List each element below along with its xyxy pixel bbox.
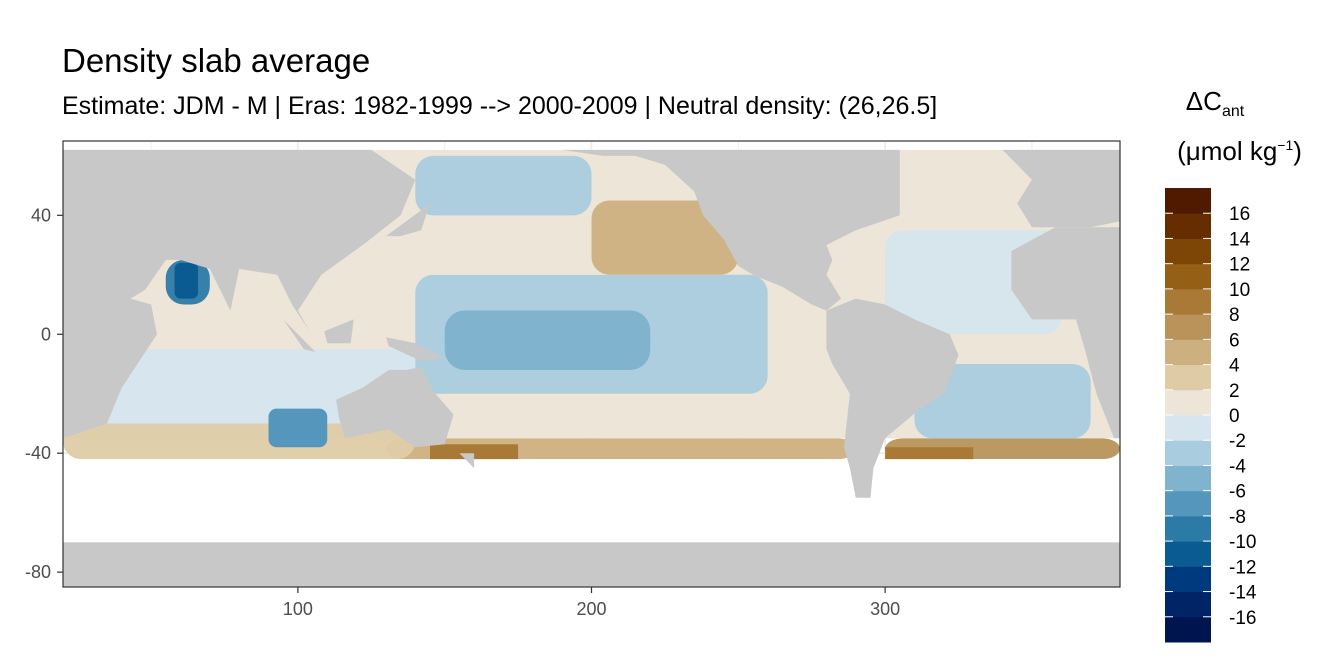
y-tick-label: -80 bbox=[25, 562, 51, 582]
colorbar-label: 10 bbox=[1229, 280, 1250, 301]
colorbar-swatch bbox=[1165, 263, 1211, 290]
colorbar-label: -2 bbox=[1229, 431, 1246, 452]
colorbar-label: 12 bbox=[1229, 255, 1250, 276]
legend-units: (μmol kg−1) bbox=[1177, 136, 1302, 166]
colorbar-label: -10 bbox=[1229, 532, 1256, 553]
ocean-cell bbox=[914, 364, 1091, 439]
colorbar-swatch bbox=[1165, 389, 1211, 416]
colorbar-swatch bbox=[1165, 591, 1211, 618]
legend-title: ΔCant bbox=[1185, 86, 1245, 120]
land-polygon bbox=[386, 337, 445, 361]
colorbar-label: -6 bbox=[1229, 482, 1246, 503]
colorbar-label: 0 bbox=[1229, 406, 1240, 427]
colorbar: 16 14 12 10 8 6 4 2 0 -2 -4 -6 -8 -10 -12 -14 -16 bbox=[1165, 188, 1257, 643]
land-polygon bbox=[336, 367, 454, 448]
colorbar-swatch bbox=[1165, 541, 1211, 567]
ocean-cell bbox=[415, 155, 592, 216]
colorbar-swatch bbox=[1165, 238, 1211, 265]
colorbar-label: 14 bbox=[1229, 229, 1251, 250]
land-mask bbox=[63, 149, 1120, 587]
land-polygon bbox=[459, 453, 475, 469]
chart-subtitle: Estimate: JDM - M | Eras: 1982-1999 --> … bbox=[62, 92, 938, 120]
colorbar-label: 6 bbox=[1229, 330, 1240, 351]
land-polygon bbox=[826, 298, 959, 498]
colorbar-swatch bbox=[1165, 188, 1211, 214]
ocean-cell bbox=[885, 447, 974, 463]
colorbar-swatch bbox=[1165, 566, 1211, 593]
colorbar-swatch bbox=[1165, 415, 1211, 441]
colorbar-swatch bbox=[1165, 515, 1211, 542]
colorbar-swatch bbox=[1165, 314, 1211, 340]
land-polygon bbox=[562, 149, 900, 311]
colorbar-swatch bbox=[1165, 465, 1211, 492]
land-polygon bbox=[63, 542, 1120, 587]
colorbar-swatch bbox=[1165, 440, 1211, 466]
x-tick-label: 300 bbox=[870, 599, 900, 619]
y-tick-label: 0 bbox=[41, 324, 51, 344]
land-polygon bbox=[386, 203, 430, 237]
colorbar-label: 16 bbox=[1229, 204, 1250, 225]
y-tick-label: 40 bbox=[31, 205, 51, 225]
colorbar-swatch bbox=[1165, 288, 1211, 315]
ocean-cell bbox=[591, 200, 739, 275]
x-tick-label: 200 bbox=[576, 599, 606, 619]
ocean-cell bbox=[174, 262, 199, 299]
colorbar-swatch bbox=[1165, 339, 1211, 366]
y-tick-label: -40 bbox=[25, 443, 51, 463]
colorbar-swatch bbox=[1165, 364, 1211, 391]
land-polygon bbox=[324, 319, 354, 344]
colorbar-label: 4 bbox=[1229, 356, 1240, 377]
colorbar-label: 8 bbox=[1229, 305, 1240, 326]
colorbar-label: 2 bbox=[1229, 381, 1240, 402]
land-polygon bbox=[63, 200, 181, 290]
colorbar-swatch bbox=[1165, 616, 1211, 643]
chart-title: Density slab average bbox=[62, 42, 371, 79]
ocean-cell bbox=[444, 310, 651, 370]
colorbar-label: -14 bbox=[1229, 583, 1257, 604]
land-polygon bbox=[1011, 227, 1120, 439]
colorbar-label: -4 bbox=[1229, 456, 1246, 477]
land-polygon bbox=[283, 319, 316, 353]
colorbar-swatch bbox=[1165, 213, 1211, 239]
land-polygon bbox=[1002, 149, 1120, 228]
x-tick-label: 100 bbox=[283, 599, 313, 619]
colorbar-label: -8 bbox=[1229, 507, 1246, 528]
colorbar-label: -12 bbox=[1229, 557, 1256, 578]
colorbar-swatch bbox=[1165, 490, 1211, 517]
colorbar-label: -16 bbox=[1229, 608, 1256, 629]
ocean-cell bbox=[268, 408, 328, 448]
